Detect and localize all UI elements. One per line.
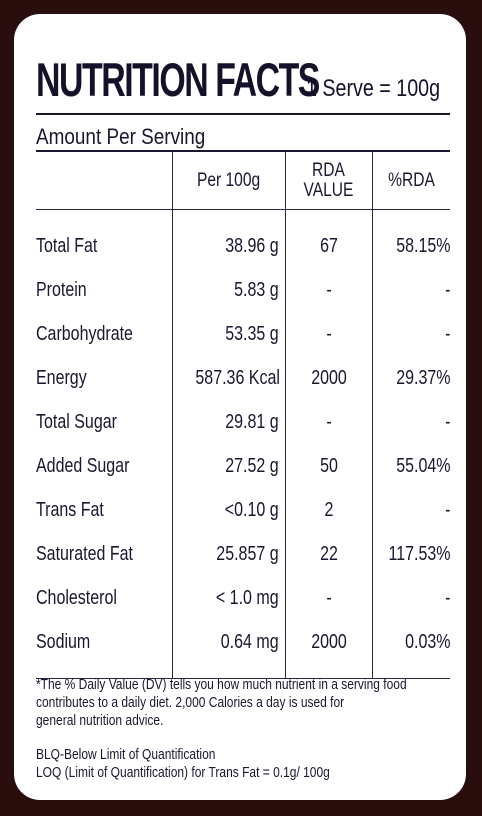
footnote-dv-line: general nutrition advice. (36, 712, 164, 729)
pct-rda-value: - (371, 400, 450, 444)
nutrition-label-card: NUTRITION FACTS 1 Serve = 100g Amount Pe… (14, 14, 466, 800)
footnote: *The % Daily Value (DV) tells you how mu… (36, 676, 452, 782)
pct-rda-value: 55.04% (371, 444, 450, 488)
nutrition-table: Per 100g RDA VALUE %RDA Total Fat 38.96 g… (36, 150, 450, 679)
serving-size: 1 Serve = 100g (306, 75, 441, 102)
nutrient-name: Saturated Fat (36, 532, 173, 576)
nutrient-name: Protein (36, 268, 173, 312)
table-row: Total Fat 38.96 g 67 58.15% (36, 209, 450, 268)
rda-value: 67 (284, 209, 373, 268)
pct-rda-value: - (371, 576, 450, 620)
table-row: Carbohydrate 53.35 g-- (36, 312, 450, 356)
rda-value: 2000 (284, 356, 373, 400)
per-100g-value: 0.64 mg (171, 620, 286, 679)
pct-rda-value: 58.15% (371, 209, 450, 268)
rda-value: - (284, 400, 373, 444)
footnote-dv-line: *The % Daily Value (DV) tells you how mu… (36, 676, 407, 693)
amount-per-serving: Amount Per Serving (36, 124, 206, 149)
pct-rda-value: 117.53% (371, 532, 450, 576)
per-100g-value: 587.36 Kcal (171, 356, 286, 400)
footnote-blq: BLQ-Below Limit of Quantification (36, 746, 216, 763)
footnote-dv-line: contributes to a daily diet. 2,000 Calor… (36, 694, 345, 711)
rda-value: - (284, 312, 373, 356)
pct-rda-value: - (371, 312, 450, 356)
nutrient-name: Carbohydrate (36, 312, 173, 356)
per-100g-value: 29.81 g (171, 400, 286, 444)
table-row: Saturated Fat 25.857 g 22 117.53% (36, 532, 450, 576)
table-row: Cholesterol < 1.0 mg - - (36, 576, 450, 620)
pct-rda-value: - (371, 268, 450, 312)
rda-value: - (284, 268, 373, 312)
nutrient-name: Total Sugar (36, 400, 173, 444)
table-row: Sodium 0.64 mg 2000 0.03% (36, 620, 450, 679)
per-100g-value: 38.96 g (171, 209, 286, 268)
per-100g-value: 25.857 g (171, 532, 286, 576)
footnote-loq: LOQ (Limit of Quantification) for Trans … (36, 764, 330, 781)
rda-value: - (284, 576, 373, 620)
nutrient-name: Sodium (36, 620, 173, 679)
table-row: Added Sugar 27.52 g 50 55.04% (36, 444, 450, 488)
per-100g-value: <0.10 g (171, 488, 286, 532)
table-row: Energy 587.36 Kcal 2000 29.37% (36, 356, 450, 400)
per-100g-value: 5.83 g (171, 268, 286, 312)
rda-value: 2 (284, 488, 373, 532)
table-header-row: Per 100g RDA VALUE %RDA (36, 150, 450, 210)
rda-value: 50 (284, 444, 373, 488)
pct-rda-value: 0.03% (371, 620, 450, 679)
header-per-100g: Per 100g (171, 150, 286, 210)
nutrient-name: Added Sugar (36, 444, 173, 488)
table-row: Protein 5.83 g-- (36, 268, 450, 312)
per-100g-value: < 1.0 mg (171, 576, 286, 620)
label-title: NUTRITION FACTS (36, 53, 320, 106)
rda-value: 2000 (284, 620, 373, 679)
table-row: Total Sugar 29.81 g-- (36, 400, 450, 444)
title-row: NUTRITION FACTS 1 Serve = 100g (36, 44, 456, 108)
nutrient-name: Trans Fat (36, 488, 173, 532)
rda-value: 22 (284, 532, 373, 576)
per-100g-value: 27.52 g (171, 444, 286, 488)
pct-rda-value: 29.37% (371, 356, 450, 400)
nutrient-name: Total Fat (36, 209, 173, 268)
title-divider (36, 113, 450, 115)
pct-rda-value: - (371, 488, 450, 532)
header-nutrient (36, 150, 173, 210)
header-rda-value: RDA VALUE (284, 150, 373, 210)
nutrient-name: Cholesterol (36, 576, 173, 620)
header-pct-rda: %RDA (371, 150, 450, 210)
nutrient-name: Energy (36, 356, 173, 400)
per-100g-value: 53.35 g (171, 312, 286, 356)
